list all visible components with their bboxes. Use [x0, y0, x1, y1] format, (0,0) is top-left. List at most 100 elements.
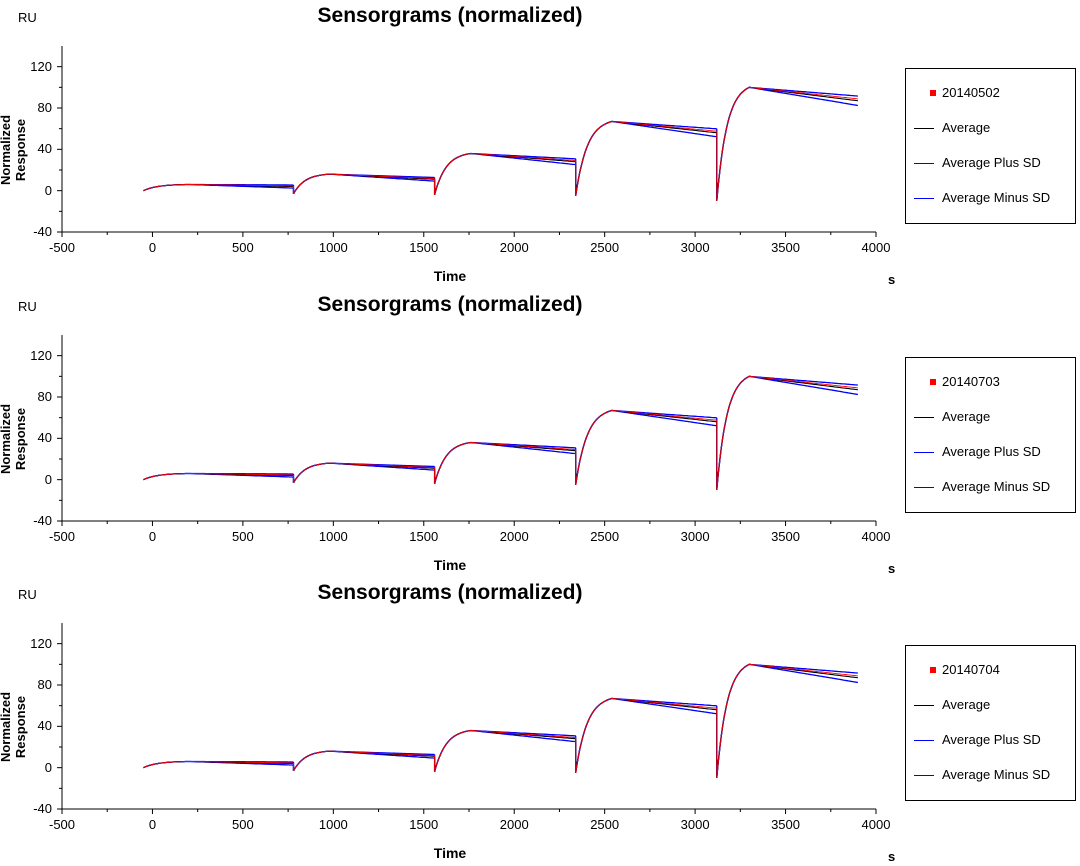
legend-label: 20140502: [942, 85, 1000, 100]
average-line: [575, 697, 717, 773]
x-tick-label: 3000: [680, 240, 710, 255]
average-line: [434, 152, 576, 195]
x-tick-label: 0: [148, 529, 157, 544]
y-tick-label: 40: [37, 430, 52, 446]
average-minus-sd-line: [575, 120, 717, 196]
axes: [61, 623, 876, 810]
average-plus-sd-line: [716, 375, 858, 491]
run-line: [434, 730, 576, 772]
y-unit-label: RU: [18, 10, 37, 25]
axes: [61, 335, 876, 522]
plot-area: [57, 623, 877, 814]
legend-marker: [930, 667, 936, 673]
legend-marker: [930, 379, 936, 385]
x-tick-label: 3500: [771, 529, 800, 544]
x-tick-label: 1500: [409, 240, 439, 255]
legend-label: Average: [942, 409, 991, 424]
run-line: [716, 375, 858, 491]
average-plus-sd-line: [575, 120, 717, 196]
x-tick-label: 500: [232, 529, 254, 544]
legend-line: [914, 128, 934, 129]
x-axis-label: Time: [433, 845, 467, 861]
x-tick-label: 500: [232, 240, 254, 255]
x-tick-label: 3500: [771, 817, 800, 832]
run-line: [575, 409, 717, 485]
y-tick-label: 80: [37, 677, 52, 692]
x-tick-label: -500: [48, 240, 76, 255]
run-line: [434, 442, 576, 484]
average-line: [575, 409, 717, 485]
x-unit-label: s: [888, 849, 896, 864]
legend-line: [914, 705, 934, 706]
legend-line: [914, 417, 934, 418]
legend-line: [914, 775, 934, 776]
average-minus-sd-line: [716, 663, 859, 779]
run-line: [716, 86, 858, 202]
y-tick-label: -40: [33, 801, 52, 816]
x-tick-label: 4000: [861, 817, 891, 832]
run-line: [575, 120, 717, 196]
legend-line: [914, 452, 934, 453]
y-tick-label: -40: [33, 513, 52, 528]
legend-line: [914, 487, 934, 488]
y-unit-label: RU: [18, 587, 37, 602]
y-tick-label: 120: [30, 347, 52, 363]
y-tick-label: 0: [44, 759, 52, 775]
chart-title: Sensorgrams (normalized): [317, 581, 583, 604]
legend-line: [914, 198, 934, 199]
average-minus-sd-line: [716, 375, 859, 491]
y-tick-label: 120: [30, 58, 52, 74]
y-tick-label: 40: [37, 141, 52, 157]
x-tick-label: 1000: [318, 817, 348, 832]
x-tick-label: 1500: [409, 529, 439, 544]
y-tick-label: 0: [44, 182, 52, 198]
legend-label: Average Minus SD: [942, 767, 1051, 782]
chart-panel-3: RU Sensorgrams (normalized) Normalized R…: [0, 577, 1080, 866]
x-tick-label: 2000: [499, 240, 529, 255]
axes: [61, 46, 876, 233]
y-tick-label: 40: [37, 718, 52, 734]
x-tick-label: 2500: [590, 240, 620, 255]
average-line: [716, 663, 858, 779]
y-tick-label: 120: [30, 635, 52, 651]
x-unit-label: s: [888, 272, 896, 287]
plot-area: [57, 335, 877, 526]
plot-area: [57, 46, 877, 237]
average-plus-sd-line: [716, 86, 858, 202]
legend-label: Average: [942, 120, 991, 135]
average-line: [716, 86, 858, 202]
legend-label: Average: [942, 697, 991, 712]
legend-label: Average Minus SD: [942, 479, 1051, 494]
run-line: [293, 750, 435, 772]
x-tick-label: 4000: [861, 240, 891, 255]
x-tick-label: 500: [232, 817, 254, 832]
legend-label: Average Plus SD: [942, 732, 1041, 747]
y-tick-label: 80: [37, 389, 52, 404]
average-line: [716, 375, 858, 491]
x-tick-label: 1500: [409, 817, 439, 832]
run-line: [143, 761, 294, 769]
run-line: [143, 184, 294, 192]
legend-label: Average Plus SD: [942, 444, 1041, 459]
chart-panel-2: RU Sensorgrams (normalized) Normalized R…: [0, 289, 1080, 578]
x-tick-label: 3500: [771, 240, 800, 255]
run-line: [293, 173, 435, 195]
x-tick-label: 1000: [318, 240, 348, 255]
average-line: [434, 441, 576, 484]
x-tick-label: 2000: [499, 529, 529, 544]
chart-panel-1: RU Sensorgrams (normalized) Normalized R…: [0, 0, 1080, 289]
legend-label: 20140703: [942, 374, 1000, 389]
x-tick-label: -500: [48, 817, 76, 832]
y-tick-label: 0: [44, 471, 52, 487]
legend: 20140703 Average Average Plus SD Average…: [905, 357, 1076, 513]
legend-line: [914, 740, 934, 741]
run-line: [293, 462, 435, 484]
average-plus-sd-line: [575, 697, 717, 773]
legend-label: Average Plus SD: [942, 155, 1041, 170]
average-minus-sd-line: [575, 409, 717, 485]
legend-marker: [930, 90, 936, 96]
x-tick-label: 2500: [590, 529, 620, 544]
x-axis-label: Time: [433, 557, 467, 573]
run-line: [575, 697, 717, 773]
average-plus-sd-line: [575, 409, 717, 485]
